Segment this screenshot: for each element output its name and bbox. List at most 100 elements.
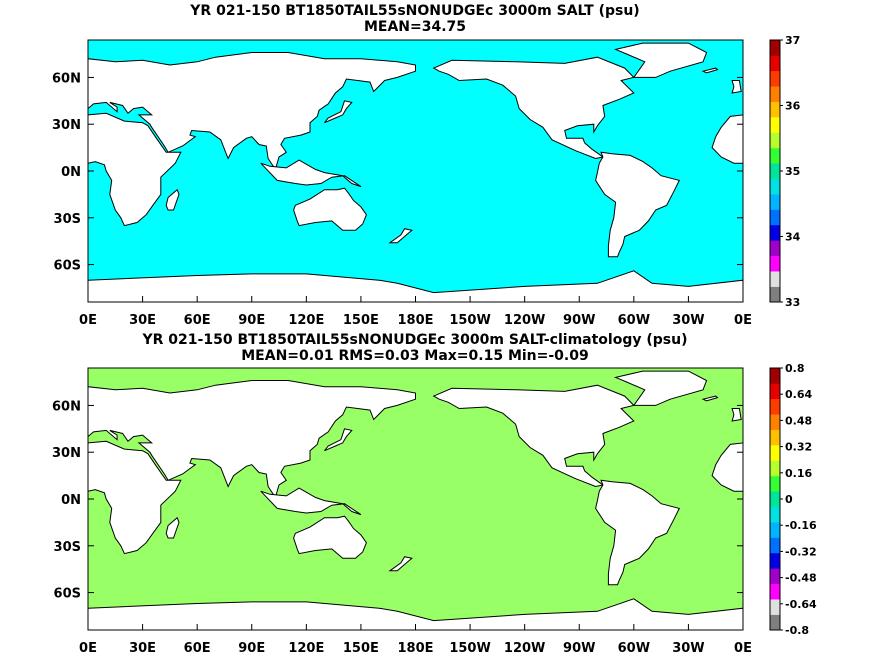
colorbar-label: 0 <box>785 493 793 506</box>
colorbar-label: -0.16 <box>785 519 817 532</box>
lat-label: 0N <box>61 165 81 180</box>
colorbar-swatch <box>770 55 780 72</box>
colorbar-swatch <box>770 40 780 56</box>
land-japan <box>324 428 353 452</box>
lat-label: 30S <box>54 540 81 555</box>
lon-label: 30W <box>672 641 704 656</box>
colorbar-label: 0.8 <box>785 362 805 375</box>
land-greenland <box>613 370 708 406</box>
colorbar-swatch <box>770 70 780 87</box>
colorbar-label: -0.48 <box>785 572 817 585</box>
land-africa <box>87 440 182 555</box>
lon-label: 0E <box>734 313 752 328</box>
colorbar-swatch <box>770 147 780 164</box>
map-panel-2: 0E 30E 60E 90E 120E 150E 180E 150W 120W 90W 60W 30W… <box>52 362 817 656</box>
colorbar-label: -0.8 <box>785 624 809 637</box>
land-britain <box>731 408 742 422</box>
lon-label: 120W <box>504 641 545 656</box>
colorbar-swatch <box>770 552 780 569</box>
lon-label: 150E <box>343 313 379 328</box>
colorbar-swatch <box>770 194 780 210</box>
colorbar-swatch <box>770 522 780 538</box>
colorbar-label: 0.48 <box>785 414 812 427</box>
land-madagascar <box>165 516 180 539</box>
lon-label: 30E <box>129 313 156 328</box>
lat-label: 60S <box>54 259 81 274</box>
colorbar-swatch <box>770 286 780 303</box>
colorbar-swatch <box>770 583 780 600</box>
land-eurasia <box>87 52 416 171</box>
lon-label: 180E <box>397 641 433 656</box>
colorbar-swatch <box>770 537 780 554</box>
lon-label: 0E <box>79 313 97 328</box>
land-new-zealand <box>388 228 414 244</box>
lon-label: 0E <box>79 641 97 656</box>
colorbar-label: 36 <box>785 100 801 113</box>
colorbar-2: 0.8 0.64 0.48 0.32 0.16 0 -0.16 -0.32 -0.48 -0.64… <box>769 362 817 637</box>
colorbar-swatch <box>770 255 780 272</box>
lat-label: 0N <box>61 493 81 508</box>
colorbar-swatch <box>770 132 780 149</box>
colorbar-swatch <box>770 414 780 430</box>
colorbar-label: 0.16 <box>785 467 812 480</box>
lon-label: 120E <box>288 313 324 328</box>
land-japan <box>324 100 353 124</box>
lat-label: 30N <box>52 118 81 133</box>
lon-label: 60E <box>184 641 211 656</box>
lon-label: 90W <box>563 641 595 656</box>
lon-label: 60E <box>184 313 211 328</box>
land-indonesia <box>260 487 362 516</box>
lon-label: 90E <box>238 641 265 656</box>
land-south-america <box>595 151 681 258</box>
lon-label: 120E <box>288 641 324 656</box>
colorbar-swatch <box>770 271 780 287</box>
lat-label: 30N <box>52 446 81 461</box>
colorbar-swatch <box>770 506 780 523</box>
land-south-america <box>595 479 681 586</box>
colorbar-swatch <box>770 445 780 461</box>
lon-label: 120W <box>504 313 545 328</box>
land-north-america <box>432 56 635 160</box>
colorbar-swatch <box>770 460 780 477</box>
land-new-zealand <box>388 556 414 572</box>
land-eurasia <box>87 380 416 499</box>
lat-label: 30S <box>54 212 81 227</box>
lat-label: 60N <box>52 399 81 414</box>
lon-label: 90E <box>238 313 265 328</box>
colorbar-1: 37 36 35 34 33 <box>769 34 801 309</box>
land-australia <box>293 515 367 559</box>
lon-label: 90W <box>563 313 595 328</box>
lat-label: 60S <box>54 587 81 602</box>
colorbar-label: -0.64 <box>785 598 817 611</box>
colorbar-swatch <box>770 475 780 492</box>
colorbar-swatch <box>770 398 780 415</box>
land-iceland <box>701 67 719 74</box>
lon-label: 180E <box>397 313 433 328</box>
colorbar-swatch <box>770 240 780 257</box>
panel1-subtitle: MEAN=34.75 <box>363 19 467 35</box>
panel1-title: YR 021-150 BT1850TAIL55sNONUDGEc 3000m S… <box>190 3 640 19</box>
lon-label: 150W <box>449 641 490 656</box>
colorbar-label: 0.64 <box>785 388 812 401</box>
land-north-america <box>432 384 635 488</box>
colorbar-swatch <box>770 101 780 118</box>
colorbar-swatch <box>770 368 780 384</box>
lat-label: 60N <box>52 71 81 86</box>
colorbar-swatch <box>770 599 780 615</box>
colorbar-swatch <box>770 429 780 446</box>
lon-label: 150W <box>449 313 490 328</box>
colorbar-swatch <box>770 491 780 508</box>
land-madagascar <box>165 188 180 211</box>
colorbar-swatch <box>770 568 780 585</box>
colorbar-label: 37 <box>785 34 800 47</box>
land-australia <box>293 187 367 231</box>
lon-label: 30E <box>129 641 156 656</box>
colorbar-swatch <box>770 209 780 226</box>
colorbar-swatch <box>770 163 780 180</box>
lon-label: 60W <box>618 313 650 328</box>
colorbar-label: 33 <box>785 296 800 309</box>
lon-label: 150E <box>343 641 379 656</box>
colorbar-label: 0.32 <box>785 441 812 454</box>
colorbar-swatch <box>770 224 780 241</box>
colorbar-label: -0.32 <box>785 545 817 558</box>
